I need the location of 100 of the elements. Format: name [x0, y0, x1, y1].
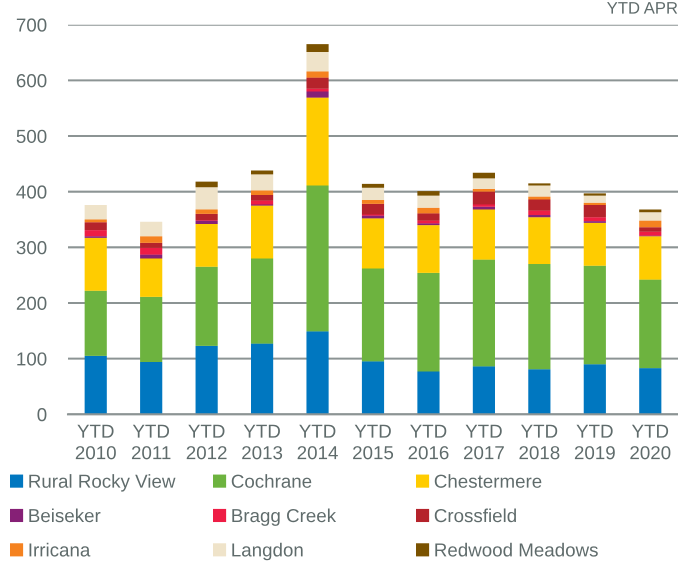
legend-label: Chestermere — [434, 474, 542, 488]
bar — [140, 236, 162, 243]
bar — [639, 227, 662, 232]
legend-label: Crossfield — [434, 508, 516, 522]
bar — [639, 232, 662, 236]
bar — [84, 290, 107, 356]
bar — [639, 368, 662, 414]
bar — [417, 272, 440, 372]
bar — [362, 204, 384, 214]
bar — [306, 52, 329, 72]
bar — [584, 196, 606, 203]
bar — [584, 217, 606, 222]
bar — [472, 192, 495, 204]
bar — [306, 71, 329, 78]
bar — [362, 200, 384, 204]
bar — [472, 206, 495, 210]
bar — [584, 205, 606, 218]
bar — [140, 254, 162, 258]
bar — [362, 188, 384, 200]
bar — [472, 209, 495, 260]
chart-title: YTD APR — [607, 2, 678, 14]
x-tick-label: YTD 2013 — [242, 424, 282, 460]
bar — [196, 187, 218, 210]
bar — [306, 91, 329, 98]
bar — [472, 178, 495, 189]
bar — [528, 210, 550, 216]
x-tick-label: YTD 2012 — [186, 424, 227, 460]
bar — [140, 296, 162, 362]
bar — [140, 258, 162, 297]
legend-label: Beiseker — [29, 508, 100, 522]
bar — [140, 362, 162, 414]
bar — [251, 344, 274, 414]
bar — [84, 222, 107, 230]
bar — [639, 209, 662, 212]
bar — [251, 170, 274, 174]
legend-label: Redwood Meadows — [435, 542, 598, 557]
y-tick-label: 0 — [37, 408, 46, 422]
bar — [196, 182, 218, 188]
x-tick-label: YTD 2011 — [132, 424, 170, 460]
bar — [584, 222, 606, 266]
bar — [417, 191, 440, 196]
bar — [362, 216, 384, 218]
bar — [196, 209, 218, 214]
x-tick-label: YTD 2019 — [574, 424, 615, 460]
bar — [140, 242, 162, 248]
bar — [417, 196, 440, 208]
bar — [528, 217, 550, 264]
bar — [84, 220, 107, 222]
bar — [84, 356, 107, 414]
y-tick-label: 400 — [16, 185, 46, 199]
bar — [306, 88, 329, 92]
bar — [196, 266, 218, 346]
bar — [251, 195, 274, 201]
bar — [472, 260, 495, 366]
bar — [306, 44, 329, 52]
x-tick-label: YTD 2020 — [630, 424, 670, 460]
bar — [251, 258, 274, 344]
x-tick-label: YTD 2016 — [408, 424, 448, 460]
bar — [251, 200, 274, 204]
bar — [140, 248, 162, 255]
bar — [417, 213, 440, 221]
bar — [528, 369, 550, 414]
bar — [584, 193, 606, 196]
bar — [528, 196, 550, 200]
bar — [140, 222, 162, 236]
bar — [84, 238, 107, 291]
bar — [417, 208, 440, 214]
bar — [196, 220, 218, 224]
legend-label: Rural Rocky View — [29, 474, 176, 492]
bar — [417, 225, 440, 273]
bar — [196, 346, 218, 414]
y-tick-label: 100 — [17, 352, 46, 366]
bar — [306, 98, 329, 186]
x-tick-label: YTD 2017 — [464, 424, 504, 460]
bar — [472, 172, 495, 178]
y-tick-label: 200 — [16, 296, 46, 310]
x-tick-label: YTD 2018 — [519, 424, 560, 460]
bar — [528, 264, 550, 370]
y-tick-label: 600 — [16, 74, 46, 88]
bar — [584, 202, 606, 206]
bar — [639, 220, 662, 228]
bar — [417, 371, 440, 414]
bar — [251, 174, 274, 191]
bar — [84, 230, 107, 236]
bar — [528, 186, 550, 197]
x-tick-label: YTD 2010 — [76, 424, 116, 460]
bar — [472, 366, 495, 414]
bar — [584, 364, 606, 414]
bar — [362, 218, 384, 268]
bar — [362, 184, 384, 188]
bar — [584, 266, 606, 364]
bar — [251, 190, 274, 196]
legend-label: Cochrane — [232, 474, 312, 488]
bar — [639, 280, 662, 368]
y-tick-label: 500 — [16, 130, 46, 143]
legend-label: Langdon — [232, 542, 303, 560]
legend-label: Bragg Creek — [232, 508, 336, 526]
bar — [417, 220, 440, 224]
y-tick-label: 700 — [16, 18, 46, 32]
bar — [639, 212, 662, 221]
